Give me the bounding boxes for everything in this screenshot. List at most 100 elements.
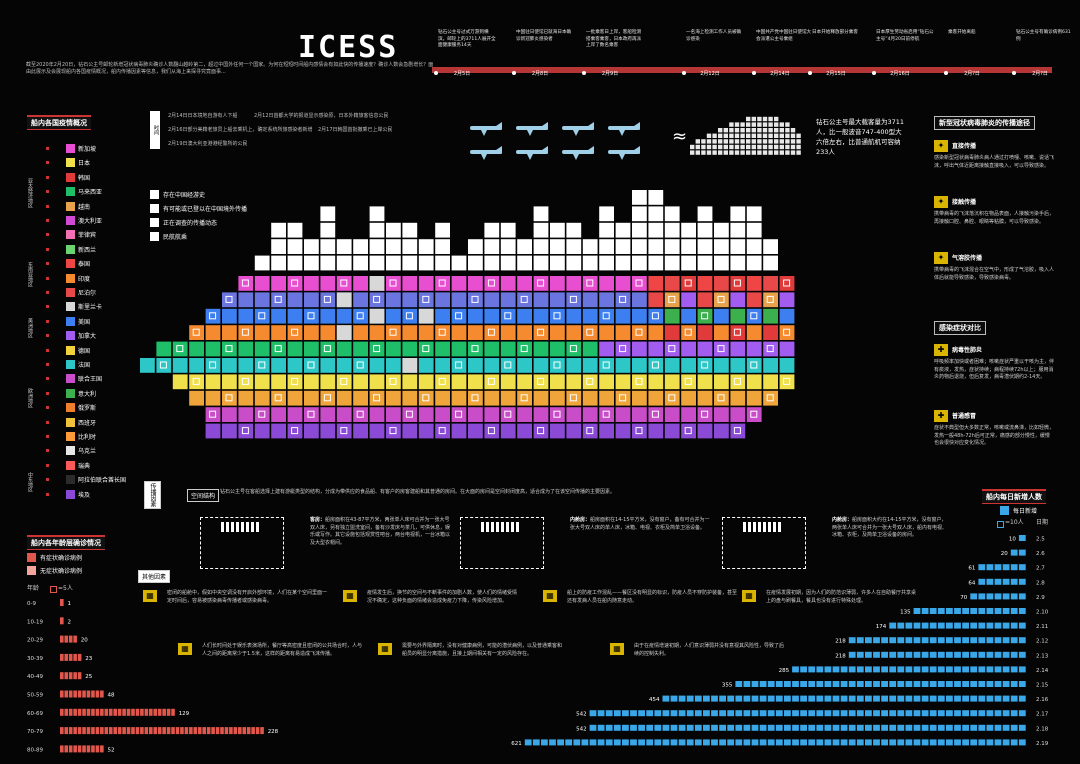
age-value: 228 [268,729,279,735]
age-bar-unit [91,727,95,735]
hull-block [730,239,746,254]
passenger-icon [569,295,577,303]
mini-ship-block [746,139,751,144]
hull-block [271,255,286,271]
passenger-icon [422,394,430,402]
passenger-block [500,390,516,406]
passenger-block [746,276,762,291]
legend-asymptomatic-label: 无症状确诊病例 [40,568,83,575]
country-swatch [66,489,75,499]
country-name: 俄罗斯 [78,405,97,413]
mini-ship-block [734,133,740,138]
hull-block [468,255,483,271]
timeline-dot [752,71,756,75]
age-bar-unit [64,672,69,680]
passenger-block [533,292,549,308]
passenger-icon [651,312,659,320]
age-bar-unit [60,745,64,753]
timeline [432,27,1052,79]
passenger-block [353,374,368,390]
ship-legend-item: 存在中国经游史 [150,190,205,199]
passenger-icon [323,394,331,402]
passenger-block [386,308,401,324]
age-bar-unit [162,708,166,716]
hull-block [386,255,401,271]
country-name: 比利时 [78,434,97,441]
country-item: 比利时 [46,432,97,441]
passenger-block [304,423,319,439]
mini-ship-block [718,150,723,155]
mini-ship-block [734,128,740,133]
country-item: 埃及 [46,489,90,499]
group-marker [46,219,49,222]
passenger-block [304,276,319,291]
hull-block [615,255,631,271]
mini-ship-block [779,133,784,138]
transmission-text: 感染新型冠状病毒肺炎病人通过打喷嚏、咳嗽、说话飞沫，呼出气体近距离接触直接吸入，… [934,155,1055,169]
age-bar-unit [64,727,69,735]
age-value: 129 [179,711,190,717]
group-marker [46,233,49,237]
mini-ship-block [701,144,706,150]
hull-block [615,222,631,238]
passenger-block [435,407,450,422]
hull-block [517,239,532,254]
mini-ship-block [796,144,801,150]
hull-block [599,255,614,271]
passenger-block [714,374,729,390]
passenger-block [238,358,254,373]
passenger-block [451,423,467,439]
transmission-name: 气溶胶传播 [952,255,983,262]
mini-ship-block [768,116,773,122]
country-item: 美国 [46,316,90,326]
country-swatch [66,302,75,312]
passenger-block [369,374,385,390]
passenger-block [369,423,385,439]
timeline-date: 2月15日 [808,70,856,77]
mini-ship-block [779,144,784,150]
country-item: 越南 [46,201,90,211]
passenger-icon [323,345,331,353]
passenger-block [238,341,254,357]
passenger-block [304,374,319,390]
cabin-text: 客房：船房面积在43-87平方米，两张单人床可合并为一张大号双人床，另有独立盥洗… [310,517,450,547]
legend-symptomatic: 有症状确诊病例 [27,553,82,562]
passenger-icon [307,312,315,320]
passenger-block [369,358,385,373]
mini-ship-block [706,144,712,150]
hull-block [664,239,680,254]
cabin-bed [221,522,261,532]
passenger-block [697,341,713,357]
passenger-icon [783,328,791,336]
passenger-block [697,276,713,291]
country-swatch [66,316,75,326]
ship-legend-icon [150,232,159,241]
age-bar-unit [189,727,193,735]
passenger-block [238,308,254,324]
daily-unit-label: =10人 [1005,519,1024,526]
passenger-block [254,390,270,406]
hull-block [550,255,565,271]
mini-ship-block [779,122,784,127]
country-item: 斯里兰卡 [46,302,102,312]
passenger-block [730,407,746,422]
age-bar-unit [122,727,126,735]
group-marker [46,420,49,424]
timeline-event: 钻石公主号有确诊病例631例 [1016,30,1071,42]
passenger-block [484,358,500,373]
country-swatch [66,374,75,384]
ship-notes-tag: 时间 [150,111,160,149]
age-bar-unit [95,690,100,698]
passenger-block [566,407,582,422]
country-item: 韩国 [46,172,90,182]
mini-ship-block [768,139,773,144]
group-marker [46,348,49,352]
passenger-icon [373,394,381,402]
mini-ship-block [785,139,790,144]
mini-ship-block [729,122,734,127]
factor-text: 由于在疫情增速初期，人们意识薄弱并没有意视其风险性，导致了后续的控制失利。 [634,643,785,657]
passenger-icon [504,361,512,369]
hull-block [287,222,303,238]
hull-block [697,239,713,254]
nationality-title: 船内各国疫情概况 [27,115,91,130]
